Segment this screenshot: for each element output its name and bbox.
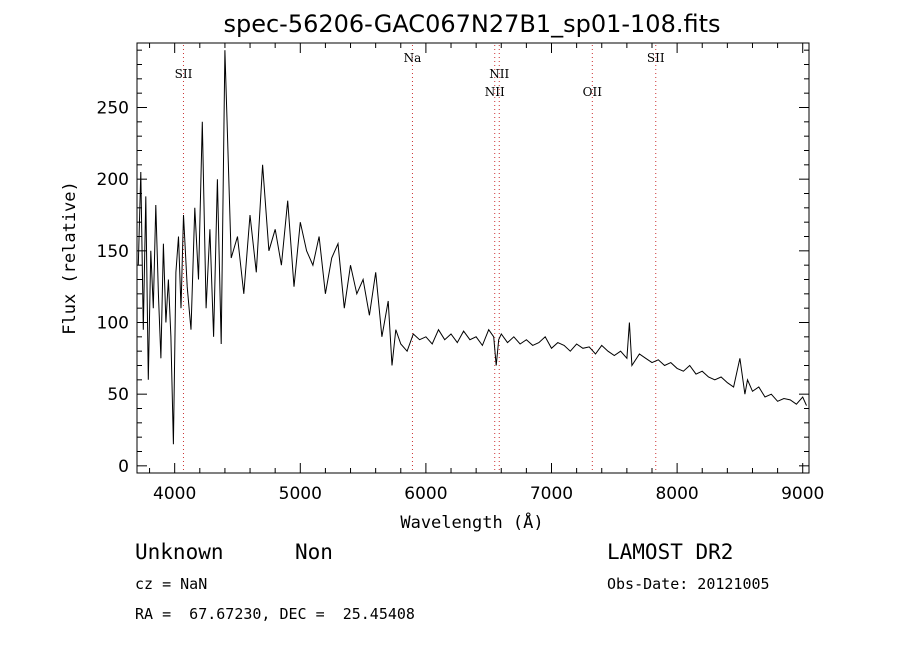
- obs-date: Obs-Date: 20121005: [607, 575, 770, 593]
- y-tick-label: 100: [97, 314, 129, 334]
- y-tick-label: 200: [97, 170, 129, 190]
- x-tick-label: 7000: [530, 484, 573, 504]
- spectral-line-label: SII: [175, 67, 193, 81]
- spectral-lines: SII Na NII NII OII SII: [175, 45, 665, 473]
- spectral-line-label: OII: [583, 85, 603, 99]
- survey-name: LAMOST DR2: [607, 540, 734, 564]
- spectral-line-label: NII: [489, 67, 509, 81]
- x-tick-labels: 4000 5000 6000 7000 8000 9000: [153, 484, 824, 504]
- y-tick-label: 50: [107, 385, 129, 405]
- y-tick-labels: 0 50 100 150 200 250: [97, 99, 129, 477]
- plot-frame: [136, 42, 810, 474]
- spectrum-line: [137, 50, 807, 445]
- y-tick-label: 150: [97, 242, 129, 262]
- x-tick-label: 6000: [404, 484, 447, 504]
- y-tick-label: 0: [118, 457, 129, 477]
- redshift-cz: cz = NaN: [135, 575, 208, 593]
- object-class: Unknown: [135, 540, 224, 564]
- y-tick-label: 250: [97, 99, 129, 119]
- spectral-line-label: Na: [404, 51, 422, 65]
- x-tick-label: 4000: [153, 484, 196, 504]
- x-tick-label: 8000: [655, 484, 698, 504]
- coordinates: RA = 67.67230, DEC = 25.45408: [135, 605, 415, 623]
- x-tick-label: 9000: [781, 484, 824, 504]
- spectral-line-label: SII: [647, 51, 665, 65]
- x-axis-label: Wavelength (Å): [400, 511, 543, 533]
- x-tick-label: 5000: [279, 484, 322, 504]
- spectral-line-label: NII: [485, 85, 505, 99]
- y-axis-label: Flux (relative): [60, 181, 80, 335]
- chart-title: spec-56206-GAC067N27B1_sp01-108.fits: [223, 10, 720, 38]
- axis-ticks: [137, 43, 809, 473]
- object-subclass: Non: [295, 540, 333, 564]
